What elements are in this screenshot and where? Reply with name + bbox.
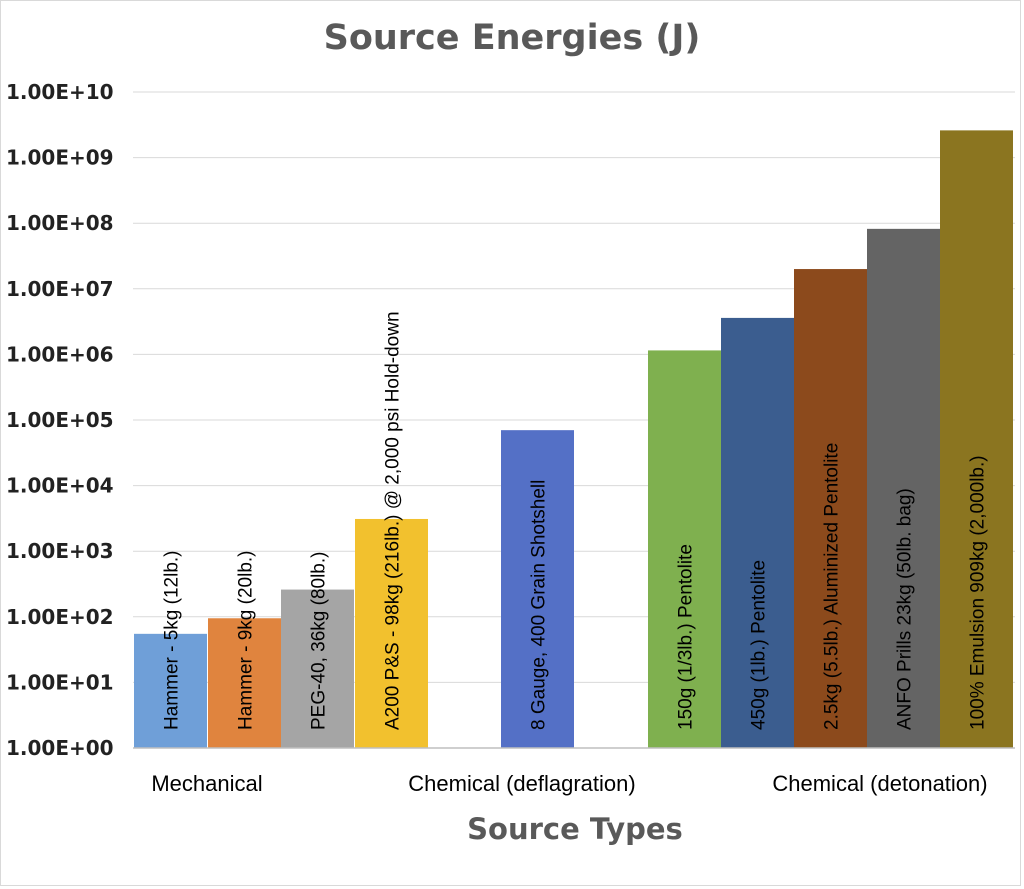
bar-label: 8 Gauge, 400 Grain Shotshell bbox=[529, 480, 550, 730]
y-tick-label: 1.00E+03 bbox=[6, 539, 114, 563]
y-tick-label: 1.00E+05 bbox=[6, 408, 114, 432]
x-axis-title: Source Types bbox=[467, 812, 683, 846]
y-tick-label: 1.00E+09 bbox=[6, 146, 114, 170]
bar-label: 150g (1/3lb.) Pentolite bbox=[676, 544, 697, 730]
bar-label: ANFO Prills 23kg (50lb. bag) bbox=[895, 488, 916, 730]
x-group-label: Chemical (detonation) bbox=[772, 771, 987, 796]
bar-label: 2.5kg (5.5lb.) Aluminized Pentolite bbox=[822, 443, 843, 730]
x-group-label: Chemical (deflagration) bbox=[408, 771, 635, 796]
bar bbox=[355, 518, 428, 748]
x-group-label: Mechanical bbox=[151, 771, 262, 796]
bar bbox=[501, 430, 574, 748]
bar bbox=[940, 130, 1013, 748]
bar bbox=[648, 350, 721, 748]
bar-label: PEG-40, 36kg (80lb.) bbox=[309, 552, 330, 730]
bar-label: Hammer - 5kg (12lb.) bbox=[162, 551, 183, 731]
y-tick-label: 1.00E+00 bbox=[6, 736, 114, 760]
y-tick-label: 1.00E+08 bbox=[6, 211, 114, 235]
y-tick-label: 1.00E+01 bbox=[6, 670, 114, 694]
bar-label: 450g (1lb.) Pentolite bbox=[749, 560, 770, 730]
bar bbox=[134, 633, 207, 748]
y-tick-label: 1.00E+02 bbox=[6, 605, 114, 629]
bar bbox=[794, 269, 867, 748]
bar bbox=[867, 228, 940, 748]
y-tick-label: 1.00E+04 bbox=[6, 474, 114, 498]
bar-label: A200 P&S - 98kg (216lb.) @ 2,000 psi Hol… bbox=[383, 311, 404, 730]
y-tick-label: 1.00E+06 bbox=[6, 342, 114, 366]
chart-title: Source Energies (J) bbox=[323, 18, 701, 58]
y-tick-label: 1.00E+10 bbox=[6, 80, 114, 104]
bar bbox=[721, 317, 794, 748]
bar-label: 100% Emulsion 909kg (2,000lb.) bbox=[968, 455, 989, 730]
bar-label: Hammer - 9kg (20lb.) bbox=[236, 551, 257, 731]
bar bbox=[281, 589, 354, 748]
y-tick-label: 1.00E+07 bbox=[6, 277, 114, 301]
bar bbox=[208, 618, 281, 748]
